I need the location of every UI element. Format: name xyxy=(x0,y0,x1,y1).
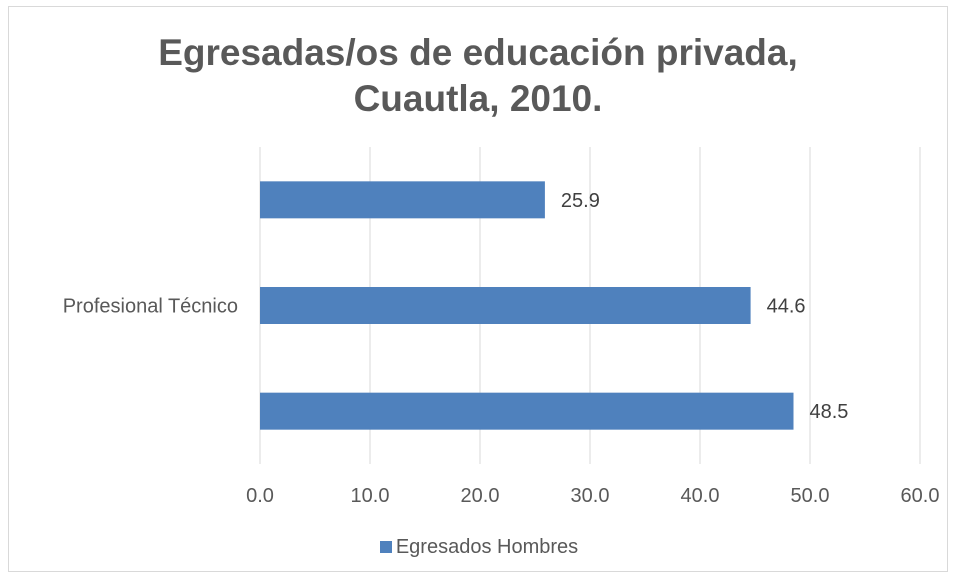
legend-label: Egresados Hombres xyxy=(395,535,579,558)
x-tick-label: 0.0 xyxy=(246,485,274,507)
chart-title: Egresadas/os de educación privada, Cuaut… xyxy=(158,32,798,119)
x-tick-label: 30.0 xyxy=(571,485,610,507)
x-tick-label: 10.0 xyxy=(351,485,390,507)
category-label: Profesional Técnico xyxy=(63,296,238,318)
x-tick-label: 20.0 xyxy=(461,485,500,507)
data-label: 44.6 xyxy=(767,296,806,318)
legend-swatch xyxy=(379,541,392,553)
category-labels: Profesional Técnico xyxy=(63,296,238,318)
data-label: 25.9 xyxy=(561,190,600,212)
data-labels: 25.9 44.6 48.5 xyxy=(561,190,849,423)
x-tick-labels: 0.0 10.0 20.0 30.0 40.0 50.0 60.0 xyxy=(246,485,939,507)
bars xyxy=(260,181,794,430)
bar xyxy=(260,392,794,430)
bar xyxy=(260,181,545,219)
x-tick-label: 50.0 xyxy=(791,485,830,507)
x-tick-label: 60.0 xyxy=(901,485,940,507)
legend: Egresados Hombres xyxy=(0,535,958,559)
x-tick-label: 40.0 xyxy=(681,485,720,507)
data-label: 48.5 xyxy=(810,401,849,423)
bar xyxy=(260,287,751,324)
